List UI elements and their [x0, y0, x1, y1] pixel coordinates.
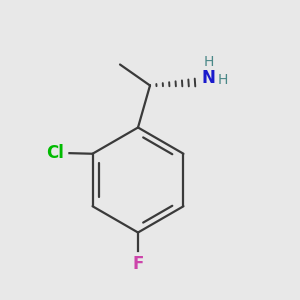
Text: H: H — [203, 55, 214, 68]
Text: F: F — [132, 255, 144, 273]
Text: H: H — [218, 74, 228, 87]
Text: N: N — [202, 69, 215, 87]
Text: Cl: Cl — [46, 144, 64, 162]
